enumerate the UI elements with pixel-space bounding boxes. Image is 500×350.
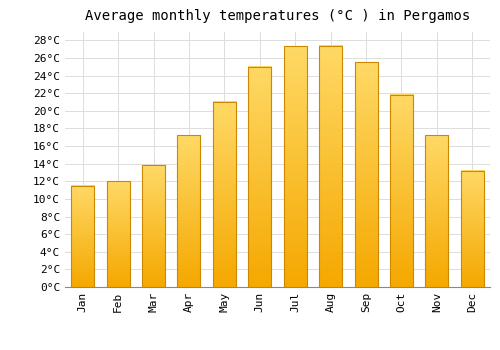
Bar bbox=[461, 171, 484, 287]
Bar bbox=[390, 95, 413, 287]
Bar bbox=[284, 47, 306, 287]
Bar bbox=[71, 186, 94, 287]
Bar bbox=[178, 135, 201, 287]
Bar bbox=[213, 102, 236, 287]
Title: Average monthly temperatures (°C ) in Pergamos: Average monthly temperatures (°C ) in Pe… bbox=[85, 9, 470, 23]
Bar bbox=[142, 166, 165, 287]
Bar bbox=[319, 46, 342, 287]
Bar bbox=[248, 67, 272, 287]
Bar bbox=[426, 135, 448, 287]
Bar bbox=[354, 62, 378, 287]
Bar bbox=[106, 181, 130, 287]
